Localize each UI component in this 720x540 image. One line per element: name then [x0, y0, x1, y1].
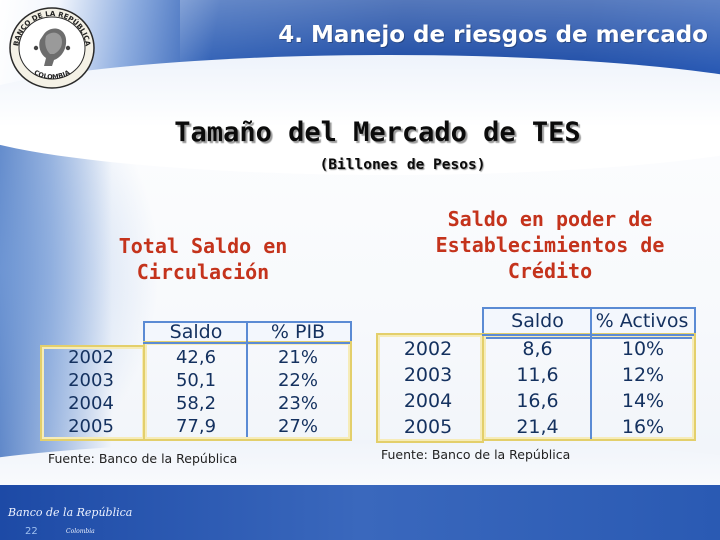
right-table-saldo: 21,4	[516, 416, 559, 438]
right-table-year: 2004	[403, 390, 453, 412]
left-table-saldo: 77,9	[175, 416, 217, 437]
left-table-year: 2003	[68, 370, 114, 391]
left-table-saldo: 58,2	[175, 393, 217, 414]
left-table-saldo: 50,1	[175, 370, 217, 391]
left-table-pct: 22%	[277, 370, 318, 391]
left-table-pct: 21%	[277, 347, 318, 368]
right-heading-line2: Establecimientos de	[435, 233, 665, 257]
right-heading-line3: Crédito	[507, 259, 593, 283]
right-table-year: 2005	[403, 416, 453, 438]
header-curve	[0, 55, 720, 175]
left-source-note: Fuente: Banco de la República	[48, 451, 238, 466]
right-section-heading: Saldo en poder de Establecimientos de Cr…	[400, 206, 700, 284]
footer-signature-sub: Colombia	[66, 528, 95, 535]
left-table-saldo: 42,6	[175, 347, 217, 368]
right-table-header-pct: % Activos	[595, 310, 689, 332]
right-table-pct: 10%	[621, 338, 665, 360]
right-table-saldo: 11,6	[516, 364, 559, 386]
left-table-header-divider	[143, 342, 350, 344]
left-heading-line1: Total Saldo en	[118, 234, 288, 258]
right-table-header-saldo: Saldo	[511, 310, 564, 332]
right-table-pct: 12%	[621, 364, 665, 386]
right-table-pct: 16%	[621, 416, 665, 438]
right-table-column-divider	[590, 307, 592, 439]
left-table-pct: 27%	[277, 416, 318, 437]
footer-bar	[0, 485, 720, 540]
footer-signature: Banco de la República	[8, 506, 133, 519]
page-subtitle: (Billones de Pesos)	[319, 157, 486, 173]
left-table-year: 2004	[68, 393, 114, 414]
logo-text-bottom: COLOMBIA	[33, 68, 72, 81]
left-table-header-pct: % PIB	[270, 321, 326, 343]
right-table-header-divider	[482, 334, 694, 336]
header-title: 4. Manejo de riesgos de mercado	[278, 22, 708, 48]
left-table-year: 2002	[68, 347, 114, 368]
left-table-year-column	[40, 345, 146, 441]
right-table-saldo: 16,6	[516, 390, 559, 412]
page-title: Tamaño del Mercado de TES	[174, 117, 581, 148]
left-heading-line2: Circulación	[136, 260, 270, 284]
right-table-year: 2002	[403, 338, 453, 360]
page-number: 22	[25, 526, 38, 537]
right-source-note: Fuente: Banco de la República	[381, 447, 571, 462]
left-table-column-divider	[246, 321, 248, 437]
left-table-header-saldo: Saldo	[169, 321, 223, 343]
right-table-pct: 14%	[621, 390, 665, 412]
bank-seal-logo: BANCO DE LA REPÚBLICA COLOMBIA	[9, 7, 95, 89]
left-table-year: 2005	[68, 416, 114, 437]
svg-text:COLOMBIA: COLOMBIA	[33, 68, 72, 81]
right-table-year: 2003	[403, 364, 453, 386]
right-table-saldo: 8,6	[522, 338, 553, 360]
left-section-heading: Total Saldo en Circulación	[90, 233, 316, 285]
left-table-pct: 23%	[277, 393, 318, 414]
right-heading-line1: Saldo en poder de	[447, 207, 653, 231]
